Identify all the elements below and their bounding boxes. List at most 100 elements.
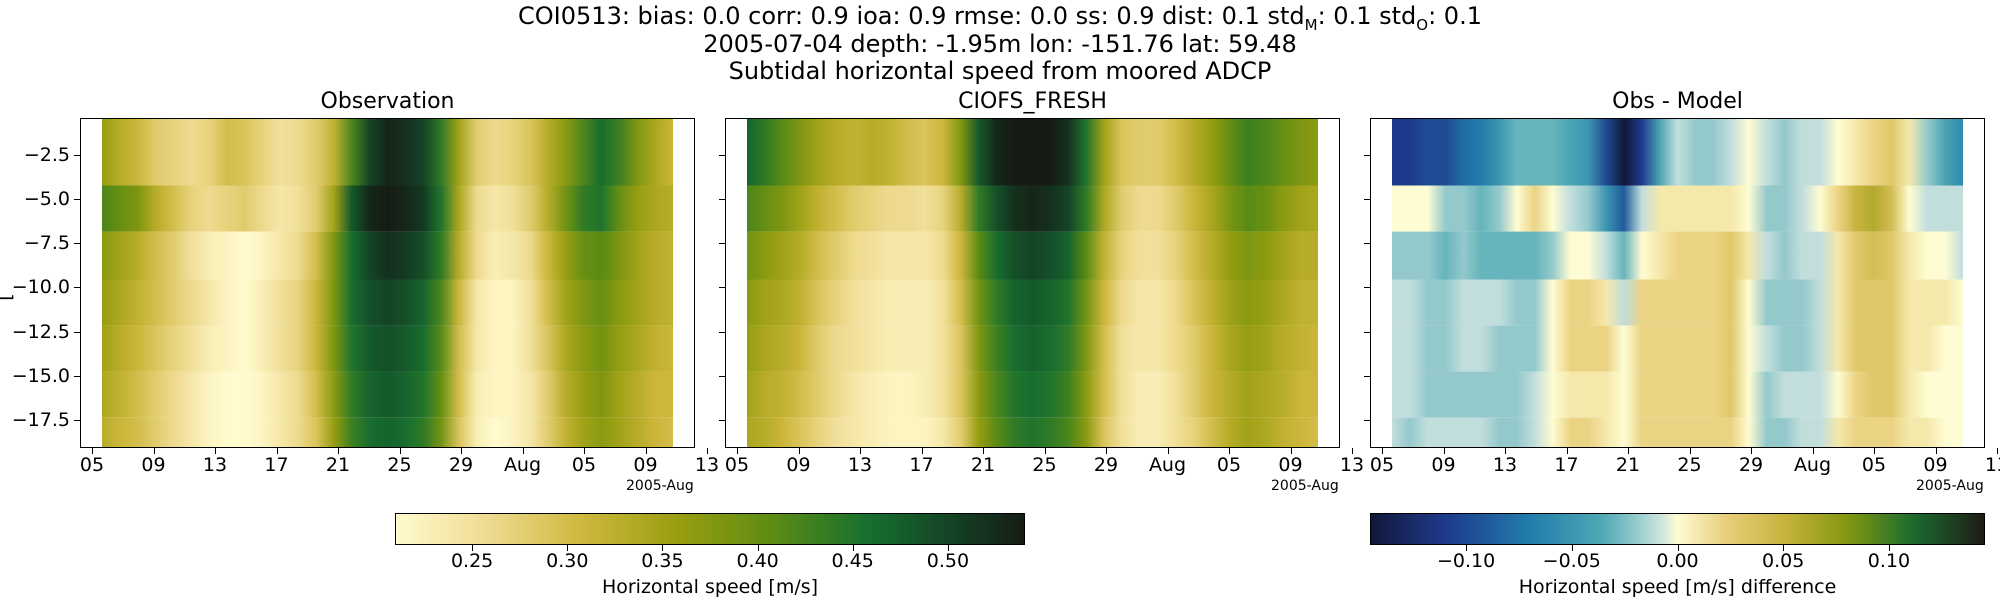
x-tick-label: 05 [79, 454, 105, 476]
y-axis-label-fragment: [ [0, 293, 16, 300]
depth-row-4 [1392, 325, 1963, 372]
x-tick-label: 17 [264, 454, 289, 476]
x-tick-label: 09 [1278, 454, 1303, 476]
x-tick-mark [1382, 448, 1383, 454]
depth-row-2 [102, 231, 673, 280]
colorbar-tick-mark [1571, 545, 1573, 551]
x-tick-label: 13 [1339, 454, 1365, 476]
y-tick-mark [1364, 243, 1370, 245]
y-tick-mark [719, 376, 725, 378]
y-tick-mark [74, 198, 80, 200]
depth-row-3 [747, 279, 1318, 326]
depth-row-6 [102, 417, 673, 447]
colorbar-tick-mark [757, 545, 759, 551]
x-tick-mark [860, 448, 861, 454]
x-tick-mark [1167, 448, 1169, 454]
depth-row-6 [747, 417, 1318, 447]
x-tick-mark [584, 448, 585, 454]
colorbar-tick-label: 0.05 [1762, 550, 1805, 572]
y-tick-mark [719, 287, 725, 289]
y-tick-mark [719, 198, 725, 200]
y-tick-mark [1364, 198, 1370, 200]
x-tick-label: Aug [1793, 454, 1832, 476]
x-tick-mark [1106, 448, 1107, 454]
y-tick-mark [1364, 376, 1370, 378]
x-tick-label: 13 [694, 454, 720, 476]
colorbar-tick-label: 0.00 [1656, 550, 1699, 572]
colorbar-speed-label: Horizontal speed [m/s] [601, 576, 819, 598]
colorbar-tick-label: 0.35 [641, 550, 684, 572]
colorbar-difference [1370, 513, 1985, 545]
colorbar-tick-label: 0.45 [831, 550, 874, 572]
heatmap-model [725, 118, 1340, 448]
x-tick-mark [1997, 448, 1998, 454]
y-tick-mark [1364, 331, 1370, 333]
x-tick-label: 21 [1615, 454, 1641, 476]
depth-row-6 [1392, 417, 1963, 447]
colorbar-tick-mark [472, 545, 474, 551]
x-axis-offset-label: 2005-Aug [626, 478, 694, 494]
y-tick-label: −5.0 [23, 187, 70, 210]
suptitle-station-info: 2005-07-04 depth: -1.95m lon: -151.76 la… [703, 30, 1297, 58]
x-tick-label: 29 [1093, 454, 1119, 476]
x-axis-offset-label: 2005-Aug [1271, 478, 1339, 494]
y-tick-mark [74, 243, 80, 245]
colorbar-tick-label: 0.30 [546, 550, 589, 572]
y-tick-mark [74, 287, 80, 289]
colorbar-tick-mark [662, 545, 664, 551]
x-tick-label: 05 [724, 454, 750, 476]
panel-title-model: CIOFS_FRESH [958, 89, 1107, 114]
y-tick-mark [74, 331, 80, 333]
y-tick-label: −12.5 [11, 320, 70, 343]
depth-row-5 [102, 371, 673, 418]
colorbar-tick-mark [1783, 545, 1785, 551]
depth-row-0 [747, 119, 1318, 186]
heatmap-observation-canvas [102, 119, 673, 447]
x-tick-mark [707, 448, 708, 454]
heatmap-difference [1370, 118, 1985, 448]
suptitle-description: Subtidal horizontal speed from moored AD… [728, 57, 1272, 85]
x-tick-mark [983, 448, 984, 454]
x-tick-mark [215, 448, 216, 454]
x-tick-mark [1229, 448, 1230, 454]
y-tick-label: −15.0 [11, 365, 70, 388]
colorbar-gradient-rect [396, 514, 1024, 544]
x-tick-mark [399, 448, 401, 454]
depth-row-4 [747, 325, 1318, 372]
y-tick-mark [719, 331, 725, 333]
x-tick-mark [737, 448, 738, 454]
x-tick-label: 13 [202, 454, 228, 476]
y-tick-mark [719, 154, 725, 156]
colorbar-speed-gradient [396, 514, 1024, 544]
colorbar-tick-mark [1888, 545, 1890, 551]
colorbar-tick-mark [947, 545, 949, 551]
heatmap-difference-canvas [1392, 119, 1963, 447]
depth-row-5 [1392, 371, 1963, 418]
x-tick-label: 09 [1431, 454, 1456, 476]
x-tick-label: 29 [448, 454, 474, 476]
colorbar-tick-mark [1466, 545, 1468, 551]
depth-row-1 [747, 185, 1318, 232]
x-tick-mark [1044, 448, 1046, 454]
colorbar-tick-label: 0.10 [1867, 550, 1911, 572]
panel-title-observation: Observation [320, 89, 455, 114]
depth-row-3 [1392, 279, 1963, 326]
depth-row-1 [102, 185, 673, 232]
x-tick-label: Aug [503, 454, 542, 476]
y-tick-mark [1364, 154, 1370, 156]
colorbar-speed [395, 513, 1025, 545]
colorbar-tick-label: 0.40 [736, 550, 779, 572]
x-tick-mark [276, 448, 278, 454]
y-tick-mark [1364, 287, 1370, 289]
x-tick-label: 05 [1216, 454, 1242, 476]
x-tick-label: 05 [1369, 454, 1395, 476]
x-tick-label: 29 [1738, 454, 1764, 476]
x-tick-label: 21 [325, 454, 351, 476]
suptitle-stats-end: : 0.1 [1428, 2, 1482, 30]
x-tick-mark [798, 448, 800, 454]
depth-row-2 [747, 231, 1318, 280]
x-tick-mark [1874, 448, 1875, 454]
x-tick-label: 21 [970, 454, 996, 476]
x-tick-mark [1812, 448, 1814, 454]
x-tick-label: 09 [633, 454, 658, 476]
